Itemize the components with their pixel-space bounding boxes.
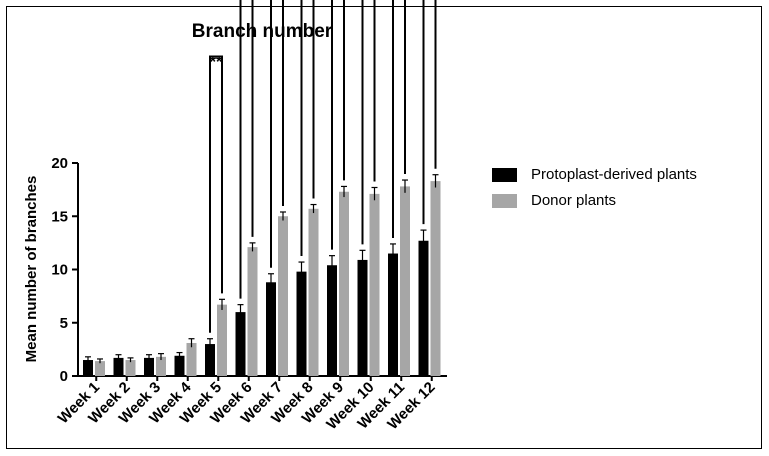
bar-donor-plants-week-1 <box>95 361 105 376</box>
y-tick-label: 5 <box>60 315 68 332</box>
bar-protoplast-derived-plants-week-12 <box>418 240 429 376</box>
bar-donor-plants-week-5 <box>217 304 227 376</box>
y-axis-label: Mean number of branches <box>23 176 40 363</box>
significance-bracket-week-6 <box>239 0 254 299</box>
bar-protoplast-derived-plants-week-5 <box>205 344 215 376</box>
bar-protoplast-derived-plants-week-11 <box>388 253 398 376</box>
legend-item-protoplast: Protoplast-derived plants <box>492 166 697 183</box>
bar-protoplast-derived-plants-week-3 <box>144 357 154 376</box>
significance-bracket-week-12 <box>422 0 437 225</box>
significance-label-week-5: ** <box>210 54 223 71</box>
bar-donor-plants-week-10 <box>369 193 380 376</box>
bar-protoplast-derived-plants-week-9 <box>327 265 337 376</box>
bar-donor-plants-week-3 <box>156 356 166 376</box>
bar-protoplast-derived-plants-week-7 <box>266 282 276 376</box>
legend-item-donor: Donor plants <box>492 192 616 209</box>
bar-donor-plants-week-9 <box>339 191 349 376</box>
bar-protoplast-derived-plants-week-2 <box>113 357 124 376</box>
bar-donor-plants-week-11 <box>400 186 410 376</box>
bar-donor-plants-week-2 <box>125 360 136 376</box>
bar-protoplast-derived-plants-week-1 <box>83 360 93 376</box>
bar-protoplast-derived-plants-week-8 <box>296 271 307 376</box>
bar-donor-plants-week-6 <box>247 247 258 376</box>
bar-protoplast-derived-plants-week-10 <box>357 259 368 376</box>
significance-bracket-week-7 <box>270 0 284 268</box>
bar-donor-plants-week-12 <box>430 181 441 376</box>
y-tick-label: 0 <box>60 368 68 385</box>
significance-bracket-week-8 <box>300 0 315 257</box>
legend-swatch-protoplast <box>492 167 517 182</box>
bar-donor-plants-week-8 <box>308 208 319 376</box>
chart-title: Branch number <box>192 21 333 42</box>
bar-protoplast-derived-plants-week-6 <box>235 312 246 376</box>
legend-swatch-donor <box>492 193 517 208</box>
bar-protoplast-derived-plants-week-4 <box>174 355 185 376</box>
significance-bracket-week-10 <box>361 0 376 245</box>
significance-bracket-week-9 <box>331 0 345 250</box>
bar-donor-plants-week-7 <box>278 216 288 376</box>
bar-donor-plants-week-4 <box>186 342 197 376</box>
significance-bracket-week-5 <box>209 55 223 333</box>
legend-label-donor: Donor plants <box>531 192 617 209</box>
y-tick-label: 15 <box>51 208 68 225</box>
legend-label-protoplast: Protoplast-derived plants <box>531 166 697 183</box>
y-tick-label: 20 <box>51 155 68 172</box>
significance-bracket-week-11 <box>392 0 406 238</box>
y-tick-label: 10 <box>51 262 68 279</box>
